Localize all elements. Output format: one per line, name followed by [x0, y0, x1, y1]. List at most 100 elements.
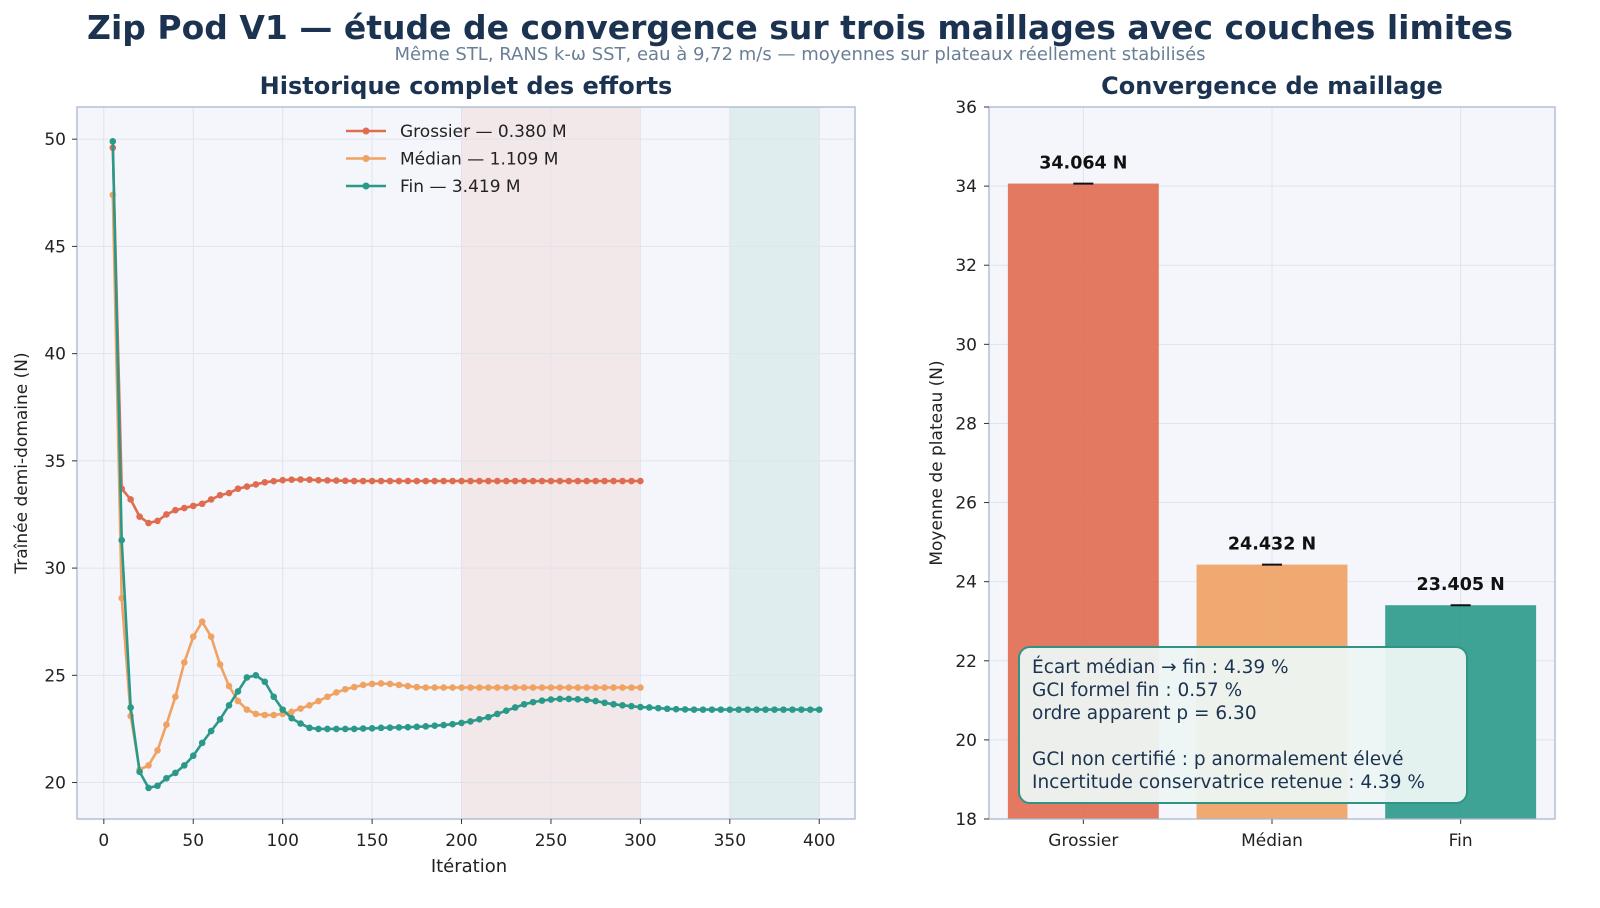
data-point	[341, 685, 349, 693]
data-point	[386, 724, 394, 731]
y-tick-label: 24	[955, 573, 977, 593]
data-point	[556, 684, 564, 691]
data-point	[654, 704, 662, 712]
data-point	[476, 684, 483, 691]
data-point	[216, 661, 224, 668]
data-point	[315, 476, 322, 484]
data-point	[574, 684, 582, 691]
data-point	[610, 700, 617, 708]
data-point	[771, 706, 778, 713]
y-tick-label: 30	[955, 335, 977, 355]
data-point	[592, 684, 599, 691]
data-point	[744, 706, 751, 713]
data-point	[252, 710, 260, 718]
data-point	[288, 714, 295, 722]
data-point	[690, 706, 698, 713]
data-point	[270, 693, 278, 701]
data-point	[163, 721, 170, 728]
x-tick-label: Grossier	[1048, 831, 1118, 851]
data-point	[279, 706, 286, 713]
bar-value-label: 23.405 N	[1417, 575, 1505, 595]
data-point	[172, 769, 179, 777]
bar-value-label: 34.064 N	[1039, 154, 1127, 174]
data-point	[574, 477, 582, 485]
x-tick-label: 50	[182, 831, 204, 851]
legend-label: Grossier — 0.380 M	[400, 122, 567, 142]
data-point	[493, 477, 501, 485]
data-point	[520, 477, 528, 485]
data-point	[350, 477, 358, 485]
data-point	[270, 477, 278, 485]
data-point	[234, 485, 242, 493]
data-point	[368, 680, 376, 688]
data-point	[601, 477, 608, 485]
data-point	[628, 477, 635, 485]
data-point	[547, 684, 555, 691]
data-point	[297, 705, 304, 712]
y-axis-label: Moyenne de plateau (N)	[927, 360, 947, 565]
data-point	[350, 683, 358, 691]
data-point	[583, 477, 591, 485]
data-point	[511, 684, 519, 691]
data-point	[511, 704, 519, 711]
data-point	[154, 782, 161, 790]
x-tick-label: 100	[266, 831, 298, 851]
data-point	[359, 477, 367, 485]
data-point	[431, 684, 439, 691]
data-point	[189, 502, 197, 510]
data-point	[243, 706, 251, 713]
data-point	[386, 477, 394, 485]
data-point	[181, 762, 188, 769]
bar-value-label: 24.432 N	[1228, 535, 1316, 555]
data-point	[663, 705, 671, 713]
data-point	[574, 696, 582, 703]
data-point	[216, 715, 224, 723]
data-point	[449, 477, 456, 485]
series-0	[109, 144, 644, 527]
data-point	[154, 747, 161, 754]
y-tick-label: 50	[44, 130, 66, 150]
x-tick-label: 300	[624, 831, 656, 851]
data-point	[368, 477, 376, 485]
legend-swatch-marker	[362, 127, 370, 135]
data-point	[592, 477, 599, 485]
data-point	[386, 680, 394, 688]
data-point	[341, 725, 349, 733]
data-point	[181, 504, 188, 512]
data-point	[458, 719, 465, 727]
x-tick-label: 250	[535, 831, 567, 851]
data-point	[628, 684, 635, 691]
data-point	[485, 477, 492, 485]
data-point	[359, 681, 367, 689]
x-tick-label: 400	[803, 831, 835, 851]
data-point	[556, 477, 564, 485]
data-point	[377, 724, 385, 732]
y-tick-label: 34	[955, 177, 977, 197]
data-point	[413, 723, 421, 731]
data-point	[333, 477, 340, 484]
x-tick-label: 150	[356, 831, 388, 851]
data-point	[404, 477, 412, 485]
data-point	[163, 774, 170, 782]
x-tick-label: 350	[714, 831, 746, 851]
gci-annotation-box: Écart médian → fin : 4.39 % GCI formel fi…	[1018, 646, 1468, 804]
data-point	[225, 682, 233, 690]
data-point	[145, 784, 152, 792]
data-point	[127, 496, 134, 503]
data-point	[395, 477, 403, 485]
data-point	[234, 688, 242, 695]
data-point	[565, 695, 573, 703]
data-point	[556, 695, 564, 703]
data-point	[502, 477, 510, 485]
legend-swatch-marker	[362, 182, 370, 190]
data-point	[413, 477, 421, 485]
annotation-line	[1032, 725, 1454, 748]
data-point	[315, 725, 322, 733]
data-point	[583, 696, 591, 704]
data-point	[279, 476, 286, 484]
data-point	[377, 477, 385, 485]
series-2	[109, 138, 823, 792]
data-point	[601, 699, 608, 707]
y-tick-label: 35	[44, 452, 66, 472]
data-point	[529, 684, 537, 691]
